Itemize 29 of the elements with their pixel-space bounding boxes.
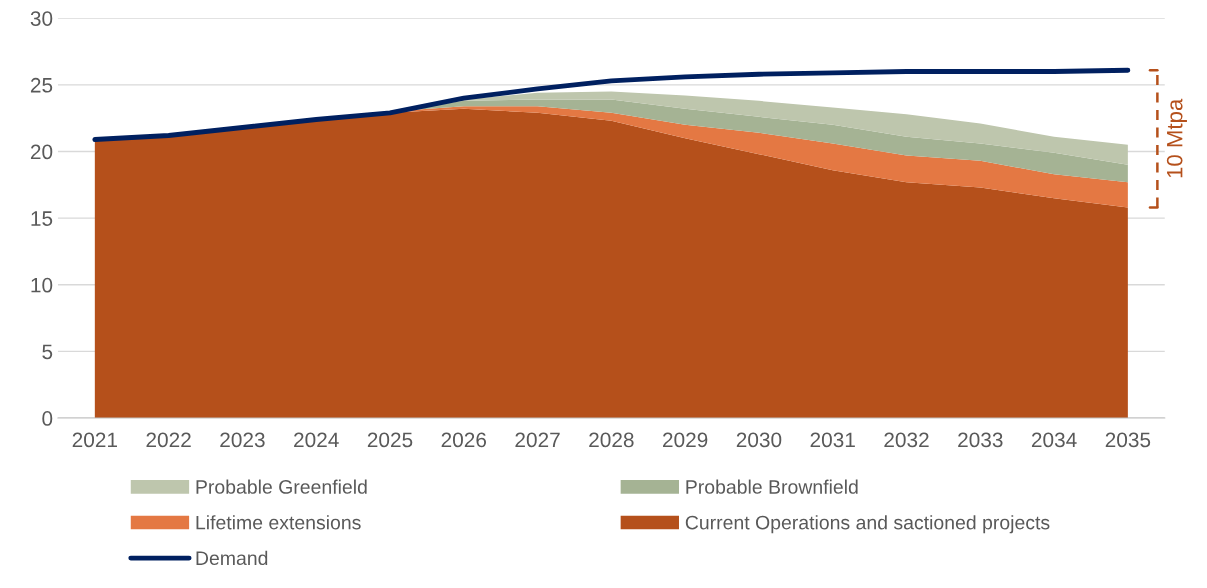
y-tick-label: 10: [31, 277, 53, 293]
x-tick-label: 2021: [72, 432, 117, 448]
x-tick-label: 2030: [736, 432, 782, 448]
legend-label: Demand: [196, 550, 268, 566]
legend-label: Current Operations and sactioned projects: [685, 515, 1050, 534]
x-tick-label: 2033: [958, 432, 1003, 448]
x-tick-label: 2024: [294, 432, 339, 448]
x-tick-label: 2035: [1105, 432, 1151, 448]
x-tick-label: 2032: [884, 432, 929, 448]
y-tick-label: 30: [30, 11, 53, 26]
x-tick-label: 2028: [589, 432, 634, 448]
x-tick-label: 2031: [810, 432, 855, 448]
y-tick-label: 5: [42, 344, 53, 360]
text: 10 Mtpa: [1166, 98, 1187, 178]
y-tick-label: 20: [30, 144, 53, 160]
legend-label: Probable Brownfield: [686, 479, 858, 494]
y-tick-label: 15: [31, 211, 53, 226]
x-tick-label: 2023: [220, 432, 265, 448]
legend-label: Probable Greenfield: [196, 479, 367, 494]
y-tick-label: 25: [30, 77, 53, 93]
x-tick-label: 2027: [515, 432, 560, 448]
line-series: [92, 67, 1131, 142]
y-tick-label: 0: [42, 411, 53, 426]
x-tick-label: 2034: [1031, 432, 1077, 448]
x-tick-label: 2026: [441, 432, 487, 448]
x-tick-label: 2029: [663, 432, 708, 448]
x-tick-label: 2022: [146, 432, 191, 448]
legend-label: Lifetime extensions: [196, 515, 361, 530]
x-tick-label: 2025: [367, 432, 413, 448]
